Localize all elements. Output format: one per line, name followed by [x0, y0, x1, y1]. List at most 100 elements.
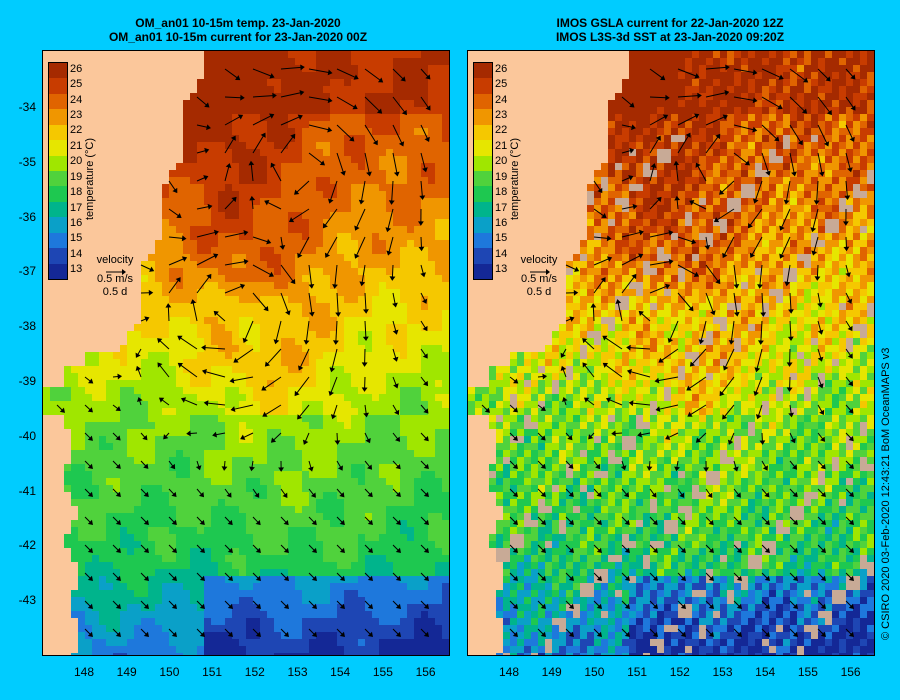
sst-cell: [148, 429, 156, 437]
sst-cell: [85, 415, 93, 423]
sst-cell: [414, 408, 422, 416]
sst-cell: [155, 282, 163, 290]
sst-cell: [267, 212, 275, 220]
sst-cell: [337, 471, 345, 479]
sst-cell: [99, 373, 107, 381]
sst-cell: [148, 128, 156, 136]
sst-cell: [176, 352, 184, 360]
sst-cell: [127, 65, 135, 73]
sst-cell: [43, 198, 51, 206]
sst-cell: [232, 562, 240, 570]
sst-cell: [183, 576, 191, 584]
sst-cell: [183, 569, 191, 577]
sst-cell: [379, 212, 387, 220]
sst-cell: [225, 324, 233, 332]
sst-cell: [190, 121, 198, 129]
sst-cell: [400, 191, 408, 199]
sst-cell: [43, 499, 51, 507]
sst-cell: [260, 401, 268, 409]
sst-cell: [211, 604, 219, 612]
sst-cell: [358, 114, 366, 122]
sst-cell: [302, 478, 310, 486]
sst-cell: [253, 625, 261, 633]
sst-cell: [141, 65, 149, 73]
sst-cell: [71, 261, 79, 269]
sst-cell: [253, 296, 261, 304]
sst-cell: [295, 506, 303, 514]
sst-cell: [330, 429, 338, 437]
sst-cell: [92, 555, 100, 563]
sst-cell: [190, 457, 198, 465]
sst-cell: [421, 121, 429, 129]
sst-cell: [344, 268, 352, 276]
sst-cell: [407, 359, 415, 367]
left-map[interactable]: [42, 50, 450, 656]
sst-cell: [71, 268, 79, 276]
sst-cell: [120, 93, 128, 101]
sst-cell: [442, 485, 449, 493]
sst-cell: [106, 226, 114, 234]
sst-cell: [358, 408, 366, 416]
sst-cell: [148, 394, 156, 402]
sst-cell: [421, 233, 429, 241]
sst-cell: [323, 611, 331, 619]
sst-cell: [379, 604, 387, 612]
sst-cell: [134, 128, 142, 136]
sst-cell: [197, 149, 205, 157]
sst-cell: [71, 387, 79, 395]
sst-cell: [344, 303, 352, 311]
sst-cell: [120, 576, 128, 584]
sst-cell: [113, 177, 121, 185]
sst-cell: [302, 128, 310, 136]
sst-cell: [239, 289, 247, 297]
sst-cell: [64, 387, 72, 395]
sst-cell: [400, 513, 408, 521]
sst-cell: [183, 373, 191, 381]
sst-cell: [316, 471, 324, 479]
sst-cell: [204, 331, 212, 339]
sst-cell: [176, 485, 184, 493]
sst-cell: [267, 359, 275, 367]
sst-cell: [106, 639, 114, 647]
sst-cell: [309, 450, 317, 458]
sst-cell: [260, 555, 268, 563]
sst-cell: [344, 625, 352, 633]
sst-cell: [141, 191, 149, 199]
sst-cell: [239, 625, 247, 633]
sst-cell: [155, 226, 163, 234]
sst-cell: [337, 184, 345, 192]
sst-cell: [267, 548, 275, 556]
sst-cell: [295, 303, 303, 311]
sst-cell: [316, 240, 324, 248]
sst-cell: [414, 618, 422, 626]
sst-cell: [442, 457, 449, 465]
sst-cell: [211, 366, 219, 374]
sst-cell: [302, 520, 310, 528]
sst-cell: [260, 268, 268, 276]
sst-cell: [197, 331, 205, 339]
sst-cell: [162, 394, 170, 402]
sst-cell: [400, 324, 408, 332]
sst-cell: [134, 247, 142, 255]
sst-cell: [211, 380, 219, 388]
sst-cell: [148, 534, 156, 542]
sst-cell: [190, 366, 198, 374]
sst-cell: [351, 478, 359, 486]
sst-cell: [302, 247, 310, 255]
sst-cell: [295, 100, 303, 108]
sst-cell: [190, 597, 198, 605]
sst-cell: [316, 226, 324, 234]
sst-cell: [176, 72, 184, 80]
sst-cell: [344, 520, 352, 528]
sst-cell: [183, 324, 191, 332]
sst-cell: [232, 156, 240, 164]
sst-cell: [442, 422, 449, 430]
sst-cell: [246, 261, 254, 269]
sst-cell: [106, 618, 114, 626]
sst-cell: [232, 128, 240, 136]
sst-cell: [274, 576, 282, 584]
sst-cell: [323, 506, 331, 514]
sst-cell: [288, 548, 296, 556]
sst-cell: [134, 170, 142, 178]
sst-cell: [141, 618, 149, 626]
